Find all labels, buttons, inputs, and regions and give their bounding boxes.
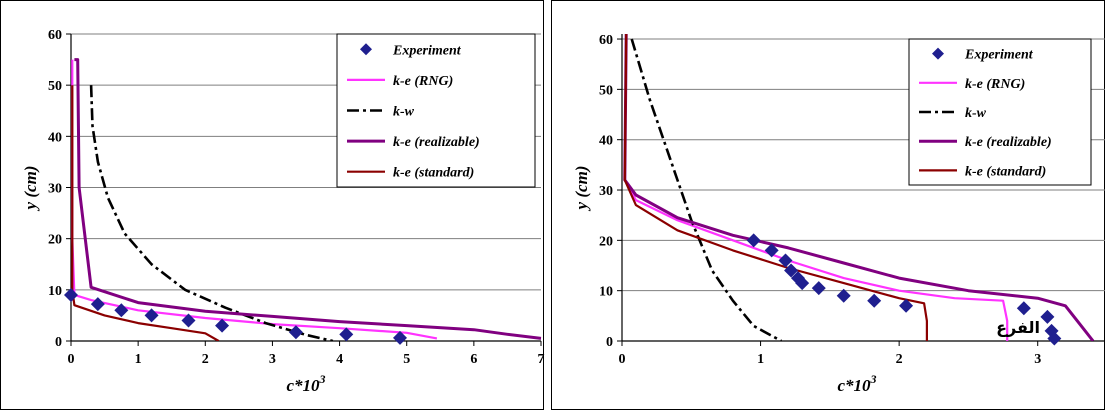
right-experiment-point [784, 263, 799, 278]
right-experiment-point [836, 288, 851, 303]
right-y-tick-label: 30 [599, 184, 613, 199]
right-legend-label: Experiment [964, 48, 1034, 63]
right-experiment-point [1040, 309, 1055, 324]
right-series-line-k-w [630, 38, 783, 341]
right-series-line-k-e-rng- [623, 33, 1009, 341]
right-experiment-point [795, 276, 810, 291]
chart-left-svg: 0 10 20 30 40 50 60 0 1 2 3 4 5 6 7 y (cm) c*103 Experime… [21, 28, 545, 395]
right-experiment-point [778, 253, 793, 268]
left-y-tick-label: 50 [48, 79, 62, 94]
left-series-line-k-e-realizable- [74, 58, 542, 340]
right-x-axis-title: c*103 [837, 372, 876, 395]
chart-right-svg: 0 10 20 30 40 50 60 0 1 2 3 y (cm) c*103 Experiment k-… [572, 33, 1105, 395]
left-experiment-point [288, 325, 303, 340]
right-legend-label: k-e (standard) [965, 164, 1046, 179]
left-experiment-point [64, 287, 78, 302]
right-experiment-point [867, 293, 882, 308]
right-y-tick-label: 60 [599, 33, 613, 48]
left-y-tick-label: 30 [48, 182, 62, 197]
right-y-tick-label: 10 [599, 285, 613, 300]
right-legend-marker-experiment [932, 47, 944, 60]
left-series-line-k-w [89, 85, 334, 341]
left-x-tick-label: 1 [135, 352, 142, 367]
left-legend-label: k-w [393, 105, 415, 120]
left-legend-label: k-e (RNG) [393, 74, 453, 89]
left-y-tick-label: 40 [48, 130, 62, 145]
right-y-tick-label: 40 [599, 134, 613, 149]
left-legend-label: k-e (realizable) [393, 135, 480, 150]
right-experiment-point [746, 233, 761, 248]
left-legend-label: k-e (standard) [393, 166, 474, 181]
left-x-tick-label: 0 [68, 352, 75, 367]
right-legend-box [908, 38, 1092, 186]
chart-panel-left: 0 10 20 30 40 50 60 0 1 2 3 4 5 6 7 y (cm) c*103 Experime… [0, 0, 545, 410]
left-experiment-point [144, 308, 159, 323]
left-x-tick-label: 6 [470, 352, 477, 367]
right-y-tick-label: 50 [599, 83, 613, 98]
left-y-tick-label: 0 [55, 335, 62, 350]
left-legend-marker-experiment [360, 43, 372, 56]
right-legend-label: k-e (RNG) [965, 77, 1025, 92]
left-x-tick-label: 5 [403, 352, 410, 367]
left-experiment-point [215, 318, 230, 333]
right-annotation-text: الفرع [996, 318, 1040, 337]
left-legend-label: Experiment [392, 43, 462, 58]
right-series-line-k-e-standard- [623, 33, 928, 341]
left-experiment-point [181, 313, 196, 328]
left-x-tick-label: 7 [538, 352, 545, 367]
right-legend-label: k-w [965, 106, 987, 121]
left-y-tick-label: 20 [48, 233, 62, 248]
right-series-line-k-e-realizable- [623, 33, 1095, 341]
left-x-tick-label: 3 [269, 352, 276, 367]
right-y-tick-label: 0 [606, 335, 613, 350]
left-x-tick-label: 4 [336, 352, 343, 367]
left-y-axis-title: y (cm) [21, 166, 40, 212]
right-y-axis-title: y (cm) [572, 166, 591, 212]
left-experiment-point [339, 327, 354, 342]
right-x-tick-label: 0 [619, 352, 626, 367]
right-y-tick-label: 20 [599, 234, 613, 249]
left-experiment-point [90, 297, 105, 312]
left-y-tick-label: 60 [48, 28, 62, 43]
left-x-axis-title: c*103 [286, 372, 325, 395]
right-experiment-point [811, 281, 826, 296]
right-experiment-point [764, 243, 779, 258]
right-x-tick-label: 3 [1034, 352, 1041, 367]
right-x-tick-label: 2 [896, 352, 903, 367]
left-experiment-point [114, 303, 129, 318]
right-legend-label: k-e (realizable) [965, 135, 1052, 150]
right-experiment-point [899, 298, 914, 313]
right-x-tick-label: 1 [757, 352, 764, 367]
chart-panel-right: 0 10 20 30 40 50 60 0 1 2 3 y (cm) c*103 Experiment k-… [551, 0, 1105, 410]
left-experiment-point [393, 330, 407, 345]
left-x-tick-label: 2 [202, 352, 209, 367]
right-experiment-point [1016, 301, 1031, 316]
right-experiment-point [1047, 331, 1062, 346]
left-y-tick-label: 10 [48, 284, 62, 299]
